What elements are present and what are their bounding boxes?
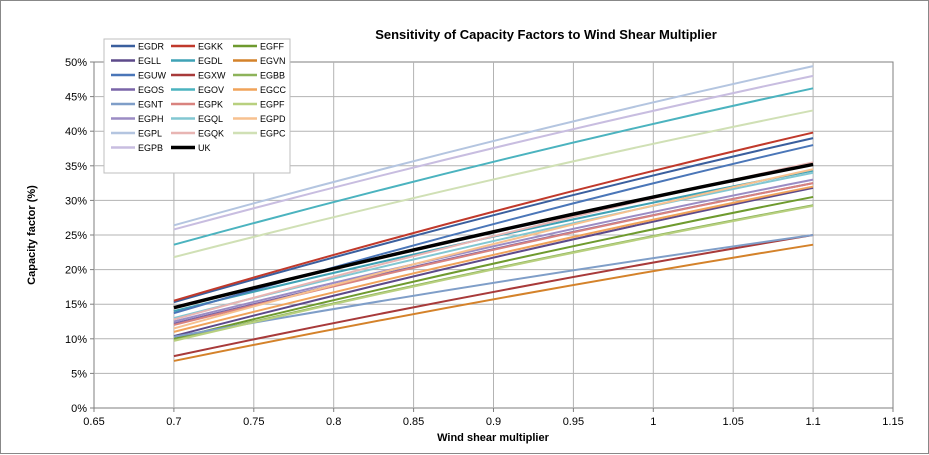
chart-title: Sensitivity of Capacity Factors to Wind … [375, 27, 717, 42]
y-tick-label: 0% [71, 403, 87, 415]
legend-label-egcc: EGCC [260, 85, 287, 95]
x-tick-label: 0.65 [83, 416, 104, 428]
series-lines [173, 65, 814, 362]
y-tick-label: 20% [65, 265, 87, 277]
x-tick-label: 1.05 [722, 416, 743, 428]
series-line-egll [173, 186, 814, 337]
legend-label-egpd: EGPD [260, 114, 286, 124]
legend-label-egnt: EGNT [138, 100, 164, 110]
series-line-egkk [173, 131, 814, 302]
legend-items: EGDR EGKK EGFF EGLL EGDL EGVN EGUW EGXW EGBB EGOS… [111, 42, 287, 153]
legend-label-egqk: EGQK [198, 129, 224, 139]
x-tick-label: 0.85 [403, 416, 424, 428]
y-axis-label: Capacity factor (%) [26, 185, 38, 285]
series-line-egxw [173, 234, 814, 358]
legend-label-egdr: EGDR [138, 42, 165, 52]
series-line-egcc [173, 185, 814, 333]
y-axis-ticks: 0% 5% 10% 15% 20% 25% 30% 35% 40% 45% 50% [65, 57, 94, 415]
x-tick-label: 0.95 [563, 416, 584, 428]
y-tick-label: 40% [65, 126, 87, 138]
x-tick-label: 0.9 [486, 416, 501, 428]
series-line-egpc [173, 109, 814, 259]
legend-label-egll: EGLL [138, 56, 161, 66]
series-line-egpd [173, 168, 814, 330]
legend-label-egpb: EGPB [138, 143, 163, 153]
x-axis-ticks: 0.65 0.7 0.75 0.8 0.85 0.9 0.95 1 1.05 1.1 1.15 [83, 408, 904, 428]
x-tick-label: 1.15 [882, 416, 903, 428]
y-tick-label: 10% [65, 334, 87, 346]
series-line-egpl [173, 65, 814, 227]
legend-label-uk: UK [198, 143, 211, 153]
legend-label-egpl: EGPL [138, 129, 162, 139]
legend-label-egdl: EGDL [198, 56, 223, 66]
series-line-egdr [173, 137, 814, 304]
series-line-egph [173, 178, 814, 323]
legend-label-egbb: EGBB [260, 71, 285, 81]
legend-label-egql: EGQL [198, 114, 223, 124]
y-tick-label: 35% [65, 161, 87, 173]
legend: EGDR EGKK EGFF EGLL EGDL EGVN EGUW EGXW EGBB EGOS… [103, 38, 291, 174]
series-line-egpb [173, 74, 814, 231]
y-tick-label: 30% [65, 195, 87, 207]
series-line-egov [173, 87, 814, 246]
x-tick-label: 0.7 [166, 416, 181, 428]
series-line-egff [173, 195, 814, 340]
y-tick-label: 5% [71, 368, 87, 380]
x-tick-label: 0.8 [326, 416, 341, 428]
legend-label-egpk: EGPK [198, 100, 223, 110]
legend-label-egos: EGOS [138, 85, 164, 95]
y-tick-label: 50% [65, 57, 87, 69]
y-tick-label: 45% [65, 92, 87, 104]
y-tick-label: 15% [65, 299, 87, 311]
series-line-egpf [173, 204, 814, 342]
legend-label-egov: EGOV [198, 85, 224, 95]
x-tick-label: 0.75 [243, 416, 264, 428]
x-tick-label: 1.1 [805, 416, 820, 428]
series-line-egvn [173, 243, 814, 362]
series-line-uk [173, 162, 814, 310]
legend-label-egxw: EGXW [198, 71, 226, 81]
legend-label-egkk: EGKK [198, 42, 223, 52]
legend-label-egph: EGPH [138, 114, 164, 124]
legend-label-egff: EGFF [260, 42, 285, 52]
legend-label-eguw: EGUW [138, 71, 167, 81]
x-axis-label: Wind shear multiplier [437, 432, 549, 444]
y-tick-label: 25% [65, 230, 87, 242]
legend-label-egpc: EGPC [260, 129, 286, 139]
x-tick-label: 1 [650, 416, 656, 428]
legend-label-egvn: EGVN [260, 56, 286, 66]
legend-label-egpf: EGPF [260, 100, 285, 110]
